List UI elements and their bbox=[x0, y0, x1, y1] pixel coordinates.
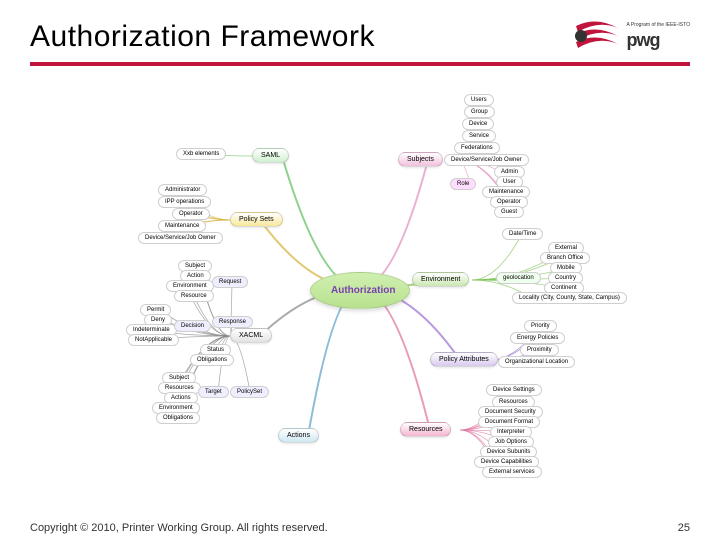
pwg-swoosh-icon bbox=[574, 20, 620, 52]
leaf-node: IPP operations bbox=[158, 196, 211, 208]
mindmap-diagram: Authorization Subjects Environment Policy A… bbox=[30, 76, 690, 476]
leaf-node: Locality (City, County, State, Campus) bbox=[512, 292, 627, 304]
leaf-node: Federations bbox=[454, 142, 500, 154]
leaf-node: Organizational Location bbox=[498, 356, 575, 368]
leaf-node: Maintenance bbox=[158, 220, 206, 232]
leaf-node: Device/Service/Job Owner bbox=[138, 232, 223, 244]
leaf-node: NotApplicable bbox=[128, 334, 179, 346]
leaf-node: Proximity bbox=[520, 344, 559, 356]
leaf-node: Date/Time bbox=[502, 228, 543, 240]
leaf-node: Priority bbox=[524, 320, 557, 332]
brand-logo: A Program of the IEEE-ISTO pwg bbox=[574, 20, 690, 52]
hub-subjects: Subjects bbox=[398, 152, 443, 167]
center-node-authorization: Authorization bbox=[310, 272, 410, 309]
leaf-node: Administrator bbox=[158, 184, 207, 196]
leaf-node: PolicySet bbox=[230, 386, 269, 398]
copyright-text: Copyright © 2010, Printer Working Group.… bbox=[30, 522, 328, 534]
logo-text: pwg bbox=[626, 30, 690, 51]
leaf-node: Guest bbox=[494, 206, 524, 218]
leaf-node: External services bbox=[482, 466, 542, 478]
page-title: Authorization Framework bbox=[30, 20, 375, 54]
title-divider bbox=[30, 62, 690, 66]
leaf-node: Service bbox=[462, 130, 496, 142]
leaf-node: Users bbox=[464, 94, 494, 106]
hub-actions: Actions bbox=[278, 428, 319, 443]
hub-env: Environment bbox=[412, 272, 469, 287]
leaf-node: Obligations bbox=[190, 354, 234, 366]
leaf-node: Device Settings bbox=[486, 384, 542, 396]
hub-xacml: XACML bbox=[230, 328, 272, 343]
leaf-node: Obligations bbox=[156, 412, 200, 424]
hub-policysets: Policy Sets bbox=[230, 212, 283, 227]
hub-saml: SAML bbox=[252, 148, 289, 163]
leaf-node: geolocation bbox=[496, 272, 541, 284]
leaf-node: Role bbox=[450, 178, 476, 190]
leaf-node: Request bbox=[212, 276, 248, 288]
leaf-node: Xxb elements bbox=[176, 148, 226, 160]
leaf-node: Operator bbox=[172, 208, 210, 220]
logo-tagline: A Program of the IEEE-ISTO bbox=[626, 22, 690, 28]
leaf-node: Decision bbox=[174, 320, 211, 332]
hub-polattr: Policy Attributes bbox=[430, 352, 498, 367]
leaf-node: Target bbox=[198, 386, 229, 398]
leaf-node: Group bbox=[464, 106, 495, 118]
leaf-node: Response bbox=[212, 316, 253, 328]
page-number: 25 bbox=[678, 522, 690, 534]
hub-resources: Resources bbox=[400, 422, 451, 437]
leaf-node: Energy Policies bbox=[510, 332, 565, 344]
leaf-node: Device bbox=[462, 118, 494, 130]
leaf-node: Resource bbox=[174, 290, 214, 302]
leaf-node: Device/Service/Job Owner bbox=[444, 154, 529, 166]
